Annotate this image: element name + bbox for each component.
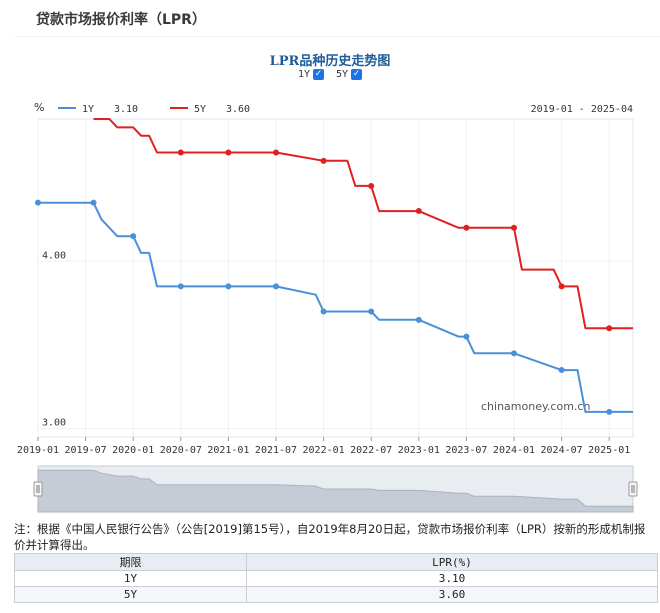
data-point [415, 316, 422, 323]
cell-term: 5Y [14, 586, 247, 603]
data-point [90, 199, 97, 206]
data-point [320, 308, 327, 315]
x-tick-label: 2021-01 [207, 445, 249, 456]
data-point [273, 149, 279, 156]
x-tick-label: 2020-07 [160, 445, 202, 456]
data-point [558, 367, 565, 374]
legend-value: 3.60 [226, 104, 250, 115]
legend-item-5y: 5Y 3.60 [170, 104, 250, 115]
cell-term: 1Y [14, 570, 247, 587]
watermark: chinamoney.com.cn [481, 400, 590, 413]
x-tick-label: 2025-01 [588, 445, 630, 456]
handle-body [33, 481, 43, 497]
series-toggles: 1Y ✓ 5Y ✓ [0, 69, 660, 80]
header-lpr: LPR(%) [245, 553, 659, 571]
lpr-table: 期限 LPR(%) 1Y 3.10 5Y 3.60 [14, 553, 659, 603]
data-point [368, 182, 375, 189]
x-tick-label: 2024-07 [541, 445, 583, 456]
legend-name: 5Y [194, 104, 206, 115]
header-term: 期限 [14, 553, 247, 571]
lpr-chart: 2019-01 2019-07 2020-01 2020-07 2021-01 2021-… [17, 101, 638, 513]
chart-title: LPR品种历史走势图 [269, 54, 391, 69]
x-tick-label: 2022-07 [350, 445, 392, 456]
x-tick-label: 2023-01 [398, 445, 440, 456]
handle-body [628, 481, 638, 497]
checkbox-5y[interactable]: ✓ [351, 69, 363, 80]
table-row: 5Y 3.60 [14, 586, 659, 603]
x-tick-label: 2021-07 [255, 445, 297, 456]
legend-name: 1Y [82, 104, 94, 115]
checkbox-1y[interactable]: ✓ [312, 69, 324, 80]
data-point [177, 283, 184, 290]
lpr-note: 注：根据《中国人民银行公告》（公告[2019]第15号），自2019年8月20日… [14, 522, 646, 552]
data-point [511, 350, 517, 357]
x-tick-label: 2019-07 [65, 445, 107, 456]
data-point [368, 308, 375, 315]
data-point [606, 408, 613, 415]
x-tick-label: 2024-01 [493, 445, 535, 456]
y-tick-label: 3.00 [42, 418, 66, 429]
data-point [177, 149, 184, 156]
toggle-1y[interactable]: 1Y ✓ [298, 69, 324, 80]
y-axis-label: % [34, 101, 44, 114]
x-tick-label: 2023-07 [445, 445, 487, 456]
data-point [511, 224, 517, 231]
plot-area [37, 118, 634, 438]
data-point [415, 208, 422, 215]
series-line-1y [38, 201, 633, 413]
data-point [225, 149, 232, 156]
toggle-1y-label: 1Y [297, 69, 310, 80]
data-point [558, 283, 565, 290]
table-header-row: 期限 LPR(%) [14, 553, 659, 571]
data-point [463, 333, 470, 340]
data-point [225, 283, 232, 290]
series-line-5y [93, 118, 633, 330]
data-point [606, 325, 613, 332]
cell-rate: 3.60 [245, 586, 659, 603]
toggle-5y-label: 5Y [336, 69, 349, 80]
data-point [130, 233, 137, 240]
page-title: 贷款市场报价利率（LPR） [36, 12, 206, 28]
range-navigator [33, 465, 638, 513]
y-tick-label: 4.00 [42, 250, 66, 261]
table-row: 1Y 3.10 [14, 570, 659, 587]
toggle-5y[interactable]: 5Y ✓ [336, 69, 363, 80]
legend-item-1y: 1Y 3.10 [58, 104, 138, 115]
data-point [35, 199, 41, 206]
cell-rate: 3.10 [245, 570, 659, 587]
navigator-area [37, 469, 634, 513]
data-point [463, 224, 470, 231]
date-range-label: 2019-01 - 2025-04 [531, 104, 633, 115]
navigator-handle-left[interactable] [33, 481, 43, 497]
x-tick-label: 2019-01 [17, 445, 59, 456]
x-tick-label: 2020-01 [112, 445, 154, 456]
legend-value: 3.10 [114, 104, 138, 115]
x-tick-label: 2022-01 [303, 445, 345, 456]
data-point [273, 283, 279, 290]
data-point [320, 157, 327, 164]
navigator-handle-right[interactable] [628, 481, 638, 497]
